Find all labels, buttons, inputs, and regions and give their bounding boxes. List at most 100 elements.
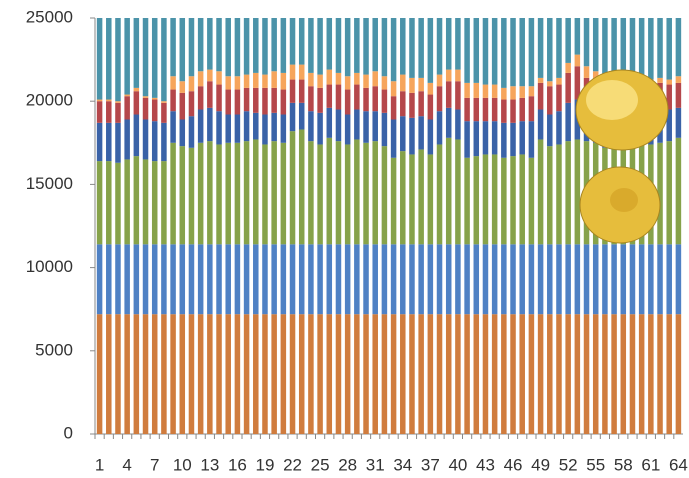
bar-segment bbox=[464, 244, 470, 314]
bar-segment bbox=[391, 96, 397, 119]
y-tick-label: 0 bbox=[64, 423, 73, 442]
bar-segment bbox=[676, 18, 682, 76]
bar-segment bbox=[418, 244, 424, 314]
bar-segment bbox=[584, 18, 590, 66]
bar-segment bbox=[409, 314, 415, 434]
x-tick-label: 16 bbox=[228, 455, 247, 474]
bar-segment bbox=[281, 18, 287, 73]
bar-segment bbox=[529, 86, 535, 96]
bar-segment bbox=[180, 81, 186, 93]
bar-segment bbox=[409, 154, 415, 244]
bar-segment bbox=[492, 154, 498, 244]
bar-segment bbox=[455, 81, 461, 109]
bar-segment bbox=[225, 143, 231, 245]
bar-segment bbox=[143, 18, 149, 96]
bar-segment bbox=[446, 314, 452, 434]
bar-segment bbox=[391, 244, 397, 314]
bar-segment bbox=[372, 141, 378, 244]
bar-segment bbox=[363, 75, 369, 88]
y-tick-label: 10000 bbox=[26, 257, 73, 276]
bar-segment bbox=[235, 244, 241, 314]
bar-segment bbox=[446, 244, 452, 314]
bar-segment bbox=[418, 78, 424, 91]
y-tick-label: 25000 bbox=[26, 7, 73, 26]
bar-segment bbox=[225, 115, 231, 143]
bar-segment bbox=[106, 101, 112, 123]
bar-segment bbox=[391, 81, 397, 96]
bar-segment bbox=[198, 86, 204, 109]
bar-segment bbox=[565, 18, 571, 63]
bar-segment bbox=[336, 73, 342, 85]
bar-segment bbox=[538, 83, 544, 110]
bar-segment bbox=[556, 18, 562, 78]
bar-segment bbox=[382, 244, 388, 314]
bar-segment bbox=[262, 75, 268, 88]
bar-segment bbox=[639, 244, 645, 314]
bar-segment bbox=[474, 156, 480, 244]
bar-segment bbox=[299, 129, 305, 244]
bar-segment bbox=[428, 154, 434, 244]
bar-segment bbox=[161, 161, 167, 244]
bar-segment bbox=[455, 110, 461, 140]
decor-highlight bbox=[586, 80, 638, 120]
bar-segment bbox=[455, 314, 461, 434]
bar-segment bbox=[345, 90, 351, 115]
bar-segment bbox=[271, 71, 277, 88]
bar-segment bbox=[519, 314, 525, 434]
bar-segment bbox=[639, 18, 645, 80]
bar-segment bbox=[345, 18, 351, 76]
bar-segment bbox=[327, 138, 333, 244]
bar-segment bbox=[207, 108, 213, 141]
bar-segment bbox=[483, 154, 489, 244]
bar-segment bbox=[428, 120, 434, 155]
bar-segment bbox=[244, 244, 250, 314]
bar-segment bbox=[327, 18, 333, 70]
bar-segment bbox=[510, 156, 516, 244]
bar-segment bbox=[143, 159, 149, 244]
bar-segment bbox=[262, 244, 268, 314]
bar-segment bbox=[336, 314, 342, 434]
bar-segment bbox=[290, 244, 296, 314]
bar-segment bbox=[676, 138, 682, 244]
bar-segment bbox=[299, 314, 305, 434]
bar-segment bbox=[225, 90, 231, 115]
bar-segment bbox=[115, 163, 121, 245]
bar-segment bbox=[437, 111, 443, 144]
x-tick-label: 43 bbox=[476, 455, 495, 474]
bar-segment bbox=[235, 18, 241, 76]
bar-segment bbox=[308, 314, 314, 434]
bar-segment bbox=[418, 18, 424, 78]
bar-segment bbox=[538, 18, 544, 78]
bar-segment bbox=[409, 118, 415, 155]
bar-segment bbox=[106, 100, 112, 102]
bar-segment bbox=[391, 158, 397, 245]
bar-segment bbox=[244, 111, 250, 141]
bar-segment bbox=[161, 244, 167, 314]
bar-segment bbox=[336, 18, 342, 73]
bar-segment bbox=[455, 139, 461, 244]
bar-segment bbox=[244, 75, 250, 88]
bar-segment bbox=[529, 18, 535, 86]
bar-segment bbox=[134, 314, 140, 434]
bar-segment bbox=[666, 18, 672, 80]
x-tick-label: 61 bbox=[641, 455, 660, 474]
bar-segment bbox=[372, 314, 378, 434]
bar-segment bbox=[134, 88, 140, 91]
bar-segment bbox=[290, 131, 296, 244]
bar-segment bbox=[345, 244, 351, 314]
bar-segment bbox=[510, 86, 516, 99]
bar-segment bbox=[428, 83, 434, 95]
bar-segment bbox=[391, 314, 397, 434]
bar-segment bbox=[372, 86, 378, 111]
x-tick-label: 22 bbox=[283, 455, 302, 474]
bar-segment bbox=[299, 65, 305, 80]
bar-segment bbox=[290, 314, 296, 434]
bar-segment bbox=[602, 314, 608, 434]
bar-segment bbox=[547, 244, 553, 314]
bar-segment bbox=[354, 73, 360, 85]
bar-segment bbox=[106, 18, 112, 100]
bar-segment bbox=[152, 121, 158, 161]
bar-segment bbox=[180, 314, 186, 434]
bar-segment bbox=[115, 18, 121, 101]
bar-segment bbox=[327, 314, 333, 434]
